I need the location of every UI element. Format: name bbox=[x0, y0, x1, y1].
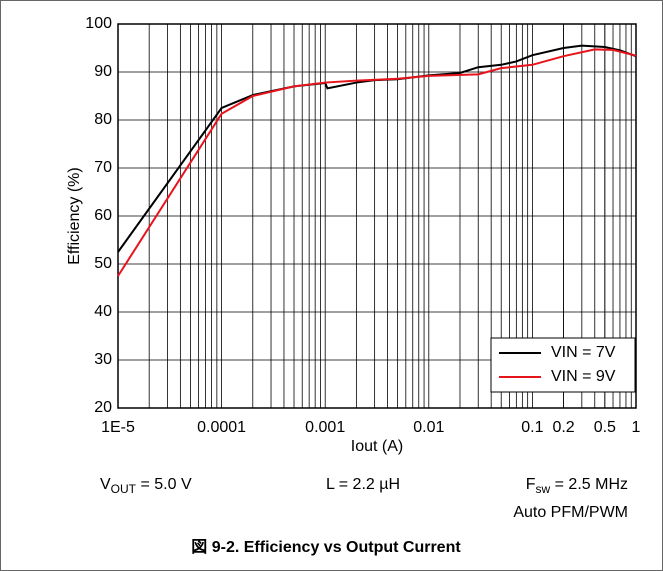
y-tick-label: 80 bbox=[94, 111, 112, 128]
y-axis-label: Efficiency (%) bbox=[66, 167, 83, 265]
annotation-part: OUT bbox=[111, 482, 137, 496]
y-tick-label: 60 bbox=[94, 207, 112, 224]
legend-box bbox=[490, 337, 636, 393]
annotation: Auto PFM/PWM bbox=[513, 504, 628, 521]
x-tick-label: 1E-5 bbox=[101, 419, 135, 436]
x-tick-label: 0.001 bbox=[305, 419, 345, 436]
annotation: Fsw = 2.5 MHz bbox=[526, 476, 628, 496]
y-tick-label: 50 bbox=[94, 255, 112, 272]
annotation: VOUT = 5.0 V bbox=[100, 476, 192, 496]
x-axis-label: Iout (A) bbox=[351, 438, 403, 455]
x-tick-label: 0.1 bbox=[521, 419, 543, 436]
plot-border bbox=[117, 23, 637, 409]
x-tick-label: 0.01 bbox=[413, 419, 444, 436]
annotation-part: Auto PFM/PWM bbox=[513, 504, 628, 521]
y-tick-label: 70 bbox=[94, 159, 112, 176]
caption: 図 9-2. Efficiency vs Output Current bbox=[191, 538, 461, 556]
annotation-part: L = 2.2 µH bbox=[326, 476, 400, 493]
x-tick-label: 0.5 bbox=[594, 419, 616, 436]
y-tick-label: 100 bbox=[85, 15, 112, 32]
y-tick-label: 90 bbox=[94, 63, 112, 80]
series-line bbox=[117, 48, 637, 277]
annotation-part: V bbox=[100, 476, 111, 493]
x-tick-label: 1 bbox=[632, 419, 641, 436]
x-tick-label: 0.0001 bbox=[197, 419, 246, 436]
annotation-part: = 2.5 MHz bbox=[550, 476, 628, 493]
legend-label: VIN = 7V bbox=[551, 344, 616, 361]
y-tick-label: 30 bbox=[94, 351, 112, 368]
annotation: L = 2.2 µH bbox=[326, 476, 400, 493]
x-tick-label: 0.2 bbox=[552, 419, 574, 436]
y-tick-label: 40 bbox=[94, 303, 112, 320]
annotation-part: sw bbox=[536, 482, 551, 496]
series-line bbox=[117, 44, 637, 253]
legend-label: VIN = 9V bbox=[551, 368, 616, 385]
annotation-part: F bbox=[526, 476, 536, 493]
annotation-part: = 5.0 V bbox=[136, 476, 192, 493]
y-tick-label: 20 bbox=[94, 399, 112, 416]
